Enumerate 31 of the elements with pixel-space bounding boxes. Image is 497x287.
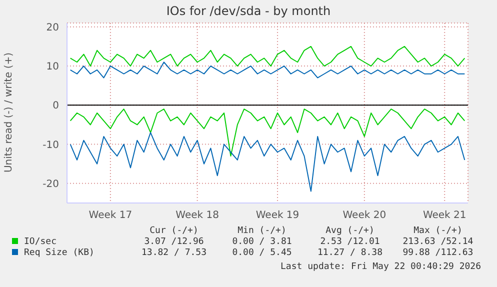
y-tick-label: -20 bbox=[42, 178, 59, 190]
legend-label: IO/sec bbox=[23, 237, 58, 248]
text: 13.82 / 7.53 bbox=[140, 248, 208, 259]
y-tick-label: 10 bbox=[46, 62, 59, 73]
text: Cur (-/+) bbox=[148, 226, 200, 237]
y-tick-label: -10 bbox=[42, 140, 59, 151]
y-axis-title: Units read (-) / write (+) bbox=[4, 52, 14, 173]
text: 11.27 / 8.38 bbox=[316, 248, 384, 259]
text: 0.00 / 5.45 bbox=[231, 248, 293, 259]
x-tick-label: Week 17 bbox=[88, 210, 132, 222]
text: Min (-/+) bbox=[236, 226, 288, 237]
x-tick-label: Week 21 bbox=[422, 210, 466, 222]
text: 213.63 /52.14 bbox=[402, 237, 474, 248]
text: 99.88 /112.63 bbox=[402, 248, 474, 259]
text: 0.00 / 3.81 bbox=[231, 237, 293, 248]
x-tick-label: Week 20 bbox=[342, 210, 386, 222]
text: Last update: Fri May 22 00:40:29 2026 bbox=[280, 262, 481, 272]
y-tick-label: 0 bbox=[52, 100, 59, 112]
line-series bbox=[70, 108, 466, 157]
x-tick-label: Week 19 bbox=[256, 210, 300, 222]
line-series bbox=[70, 132, 466, 192]
text: Max (-/+) bbox=[412, 226, 464, 237]
line-series bbox=[70, 62, 466, 78]
x-tick-label: Week 18 bbox=[176, 210, 219, 222]
text: 3.07 /12.96 bbox=[143, 237, 205, 248]
text: 2.53 /12.01 bbox=[319, 237, 381, 248]
line-series bbox=[70, 46, 466, 67]
y-tick-label: 20 bbox=[46, 22, 59, 34]
chart-title: IOs for /dev/sda - by month bbox=[165, 4, 332, 18]
legend-label: Req Size (KB) bbox=[23, 248, 96, 259]
text: Avg (-/+) bbox=[324, 226, 376, 237]
